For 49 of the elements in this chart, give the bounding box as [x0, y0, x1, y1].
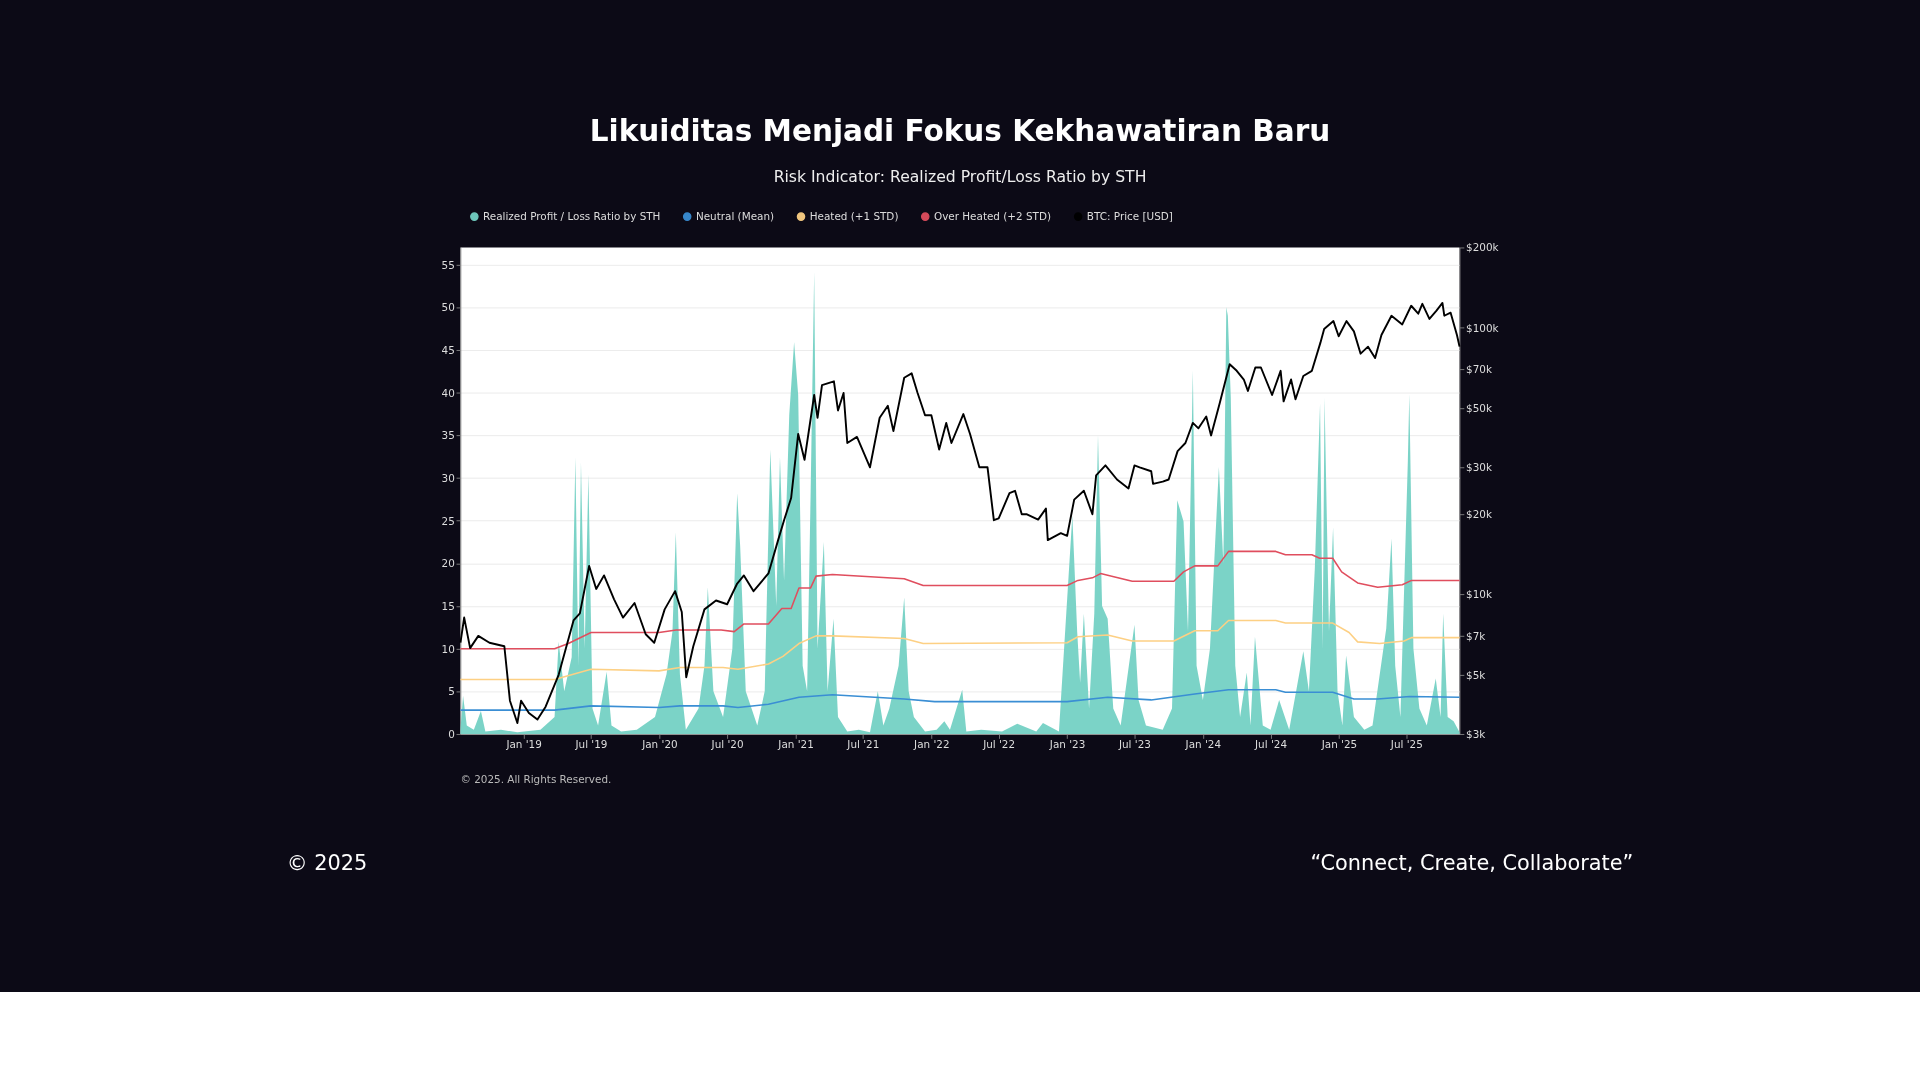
y2-tick-label: $7k: [1466, 629, 1486, 642]
y2-tick-label: $70k: [1466, 363, 1492, 376]
x-tick-label: Jan '22: [913, 738, 950, 751]
chart-subtitle: Risk Indicator: Realized Profit/Loss Ratio by STH: [773, 166, 1147, 186]
y2-tick-label: $50k: [1466, 402, 1492, 415]
y-tick-label: 35: [441, 429, 455, 442]
y2-tick-label: $100k: [1466, 321, 1499, 334]
chart-title: Likuiditas Menjadi Fokus Kekhawatiran Baru: [589, 113, 1331, 148]
y-tick-label: 5: [448, 685, 455, 698]
y-tick-label: 45: [441, 343, 455, 356]
x-tick-label: Jul '24: [1254, 738, 1288, 751]
line-series: [459, 550, 1461, 650]
y-tick-label: 30: [441, 471, 455, 484]
legend-label: BTC: Price [USD]: [1086, 210, 1173, 223]
y2-tick-label: $200k: [1466, 241, 1499, 254]
y-tick-label: 10: [441, 642, 455, 655]
y2-tick-label: $30k: [1466, 461, 1492, 474]
y-tick-label: 0: [448, 727, 455, 740]
y-tick-label: 55: [441, 258, 455, 271]
y-tick-label: 40: [441, 386, 455, 399]
line-series: [459, 688, 1461, 711]
x-tick-label: Jul '25: [1389, 738, 1423, 751]
legend-label: Realized Profit / Loss Ratio by STH: [483, 210, 661, 223]
y-tick-label: 25: [441, 514, 455, 527]
legend-label: Over Heated (+2 STD): [933, 210, 1052, 223]
y2-tick-label: $3k: [1466, 727, 1486, 740]
text: © 2025: [286, 851, 368, 876]
x-tick-label: Jul '21: [846, 738, 880, 751]
text: “Connect, Create, Collaborate”: [1310, 851, 1634, 876]
x-tick-label: Jul '22: [982, 738, 1016, 751]
legend-label: Neutral (Mean): [695, 210, 775, 223]
x-tick-label: Jan '21: [777, 738, 814, 751]
legend-label: Heated (+1 STD): [809, 210, 899, 223]
y-tick-label: 50: [441, 301, 455, 314]
y-tick-label: 15: [441, 599, 455, 612]
text: © 2025. All Rights Reserved.: [460, 772, 612, 785]
x-tick-label: Jan '24: [1184, 738, 1222, 751]
x-tick-label: Jul '23: [1117, 738, 1151, 751]
x-tick-label: Jan '19: [505, 738, 542, 751]
y2-tick-label: $20k: [1466, 508, 1492, 521]
x-tick-label: Jul '20: [710, 738, 744, 751]
x-tick-label: Jan '25: [1320, 738, 1358, 751]
x-tick-label: Jan '20: [641, 738, 678, 751]
x-tick-label: Jan '23: [1048, 738, 1086, 751]
x-tick-label: Jul '19: [574, 738, 608, 751]
y2-tick-label: $10k: [1466, 588, 1492, 601]
line-series: [459, 619, 1461, 681]
y-tick-label: 20: [441, 557, 455, 570]
y2-tick-label: $5k: [1466, 668, 1486, 681]
